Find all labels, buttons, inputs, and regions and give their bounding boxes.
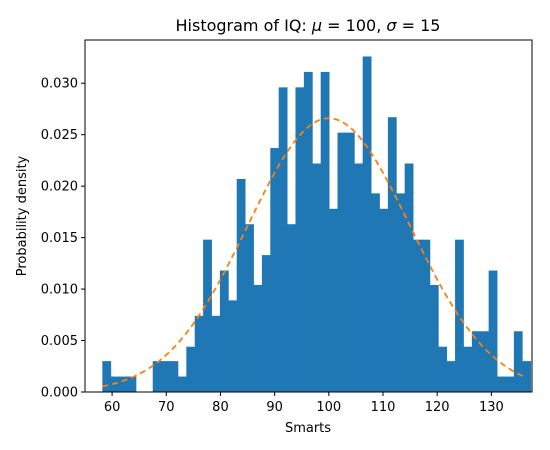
x-tick-label: 80 <box>212 400 229 415</box>
histogram-bar <box>522 361 532 392</box>
histogram-bar <box>387 117 397 392</box>
x-tick-label: 60 <box>104 400 121 415</box>
histogram-bar <box>480 331 490 392</box>
histogram-bar <box>413 239 422 392</box>
normal-pdf-curve <box>102 117 525 388</box>
histogram-bar <box>404 163 414 392</box>
histogram-bar <box>488 270 498 392</box>
histogram-bar <box>127 376 137 392</box>
y-axis-label: Probability density <box>15 155 30 276</box>
histogram-bars <box>102 56 532 392</box>
histogram-bar <box>463 346 473 392</box>
histogram-bar <box>236 178 246 392</box>
x-tick-label: 100 <box>316 400 341 415</box>
histogram-bar <box>345 132 355 392</box>
y-tick-label: 0.010 <box>41 283 78 298</box>
histogram-bar <box>354 163 364 392</box>
y-tick-label: 0.030 <box>41 77 78 92</box>
histogram-bar <box>270 148 280 392</box>
histogram-bar <box>362 56 372 392</box>
histogram-bar <box>278 87 288 392</box>
histogram-bar <box>203 239 212 392</box>
histogram-bar <box>177 376 187 392</box>
histogram-bar <box>287 224 296 392</box>
histogram-bar <box>194 315 204 392</box>
histogram-bar <box>371 193 380 392</box>
histogram-bar <box>152 361 162 392</box>
y-tick-label: 0.015 <box>41 231 78 246</box>
x-axis-ticks: 60 70 80 90 100 110 120 130 <box>104 392 504 415</box>
y-axis-ticks: 0.000 0.005 0.010 0.015 0.020 0.025 0.030 <box>41 77 85 401</box>
histogram-bar <box>186 346 196 392</box>
x-tick-label: 90 <box>266 400 283 415</box>
y-tick-label: 0.020 <box>41 180 78 195</box>
histogram-bar <box>505 376 515 392</box>
histogram-bar <box>396 193 406 392</box>
x-tick-label: 70 <box>158 400 175 415</box>
histogram-bar <box>295 87 305 392</box>
histogram-bar <box>102 361 112 392</box>
histogram-bar <box>513 331 523 392</box>
y-tick-label: 0.005 <box>41 334 78 349</box>
histogram-bar <box>261 255 271 392</box>
histogram-bar <box>169 361 179 392</box>
x-tick-label: 130 <box>479 400 504 415</box>
histogram-bar <box>337 132 347 392</box>
histogram-bar <box>455 239 464 392</box>
histogram-bar <box>429 284 439 392</box>
histogram-bar <box>119 376 128 392</box>
histogram-bar <box>219 270 229 392</box>
x-axis-label: Smarts <box>285 421 331 436</box>
plot-frame <box>84 39 533 393</box>
histogram-bar <box>245 224 254 392</box>
histogram-bar <box>228 300 238 392</box>
histogram-bar <box>211 315 221 392</box>
histogram-bar <box>446 361 456 392</box>
histogram-bar <box>161 361 170 392</box>
histogram-bar <box>497 376 506 392</box>
x-tick-label: 120 <box>425 400 450 415</box>
x-tick-label: 110 <box>371 400 396 415</box>
histogram-bar <box>320 71 330 392</box>
y-tick-label: 0.000 <box>41 386 78 401</box>
histogram-bar <box>303 71 313 392</box>
histogram-bar <box>379 208 389 392</box>
histogram-bar <box>253 284 263 392</box>
histogram-bar <box>329 208 338 392</box>
histogram-bar <box>312 163 322 392</box>
histogram-bar <box>438 346 448 392</box>
histogram-bar <box>471 331 481 392</box>
y-tick-label: 0.025 <box>41 128 78 143</box>
histogram-bar <box>421 239 431 392</box>
chart-title: Histogram of IQ: μ = 100, σ = 15 <box>176 16 441 35</box>
